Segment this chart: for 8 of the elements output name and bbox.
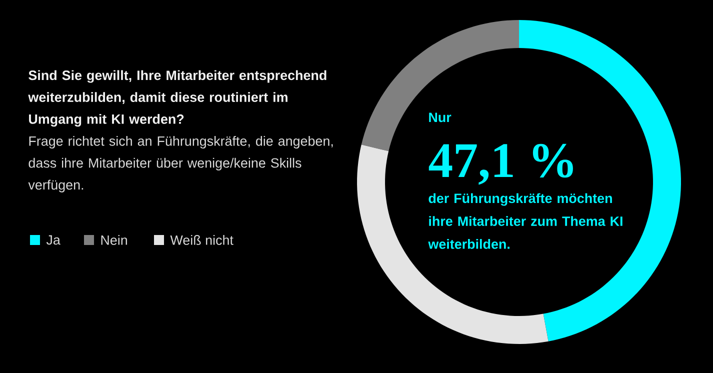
legend-label: Weiß nicht (170, 235, 234, 245)
text: Sind Sie gewillt, Ihre Mitarbeiter entsprechend weiterzubilden, damit diese routiniert im Umgang mit KI werden? (28, 70, 326, 127)
text: 47,1 % (428, 144, 573, 185)
legend-label: Ja (46, 235, 60, 245)
text: Frage richtet sich an Führungskräfte, die angeben, dass ihre Mitarbeiter über wenige/keine Skills verfügen. (28, 136, 333, 192)
text: Nur (429, 112, 452, 122)
legend-label: Nein (101, 235, 127, 245)
text: der Führungskräfte möchten ihre Mitarbeiter zum Thema KI weiterbilden. (428, 193, 622, 249)
